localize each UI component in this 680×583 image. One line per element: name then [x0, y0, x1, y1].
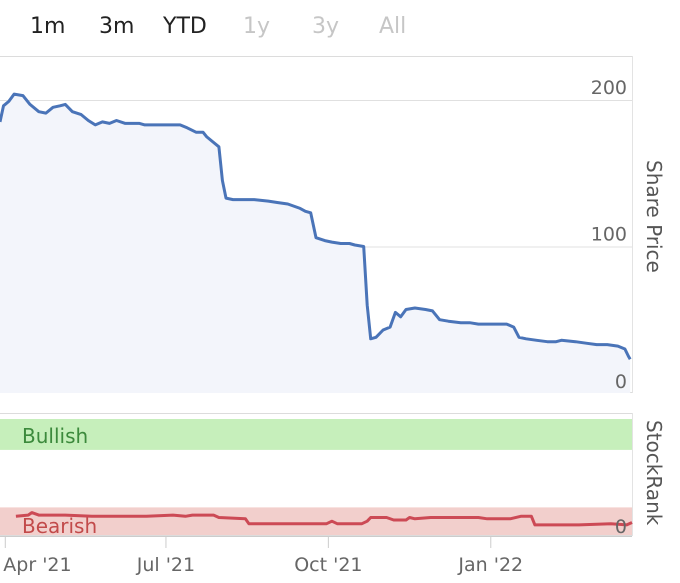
- bullish-band: [0, 419, 632, 450]
- price-area: [0, 94, 631, 393]
- price-y-tick-labels: 0 100 200: [591, 77, 627, 393]
- range-3m-button[interactable]: 3m: [99, 14, 135, 39]
- price-y-tick-label: 200: [591, 77, 627, 99]
- rank-y-tick-label: 0: [615, 516, 627, 538]
- x-tick-label: Jul '21: [136, 554, 195, 576]
- rank-axis-title: StockRank: [642, 420, 666, 526]
- x-tick-label: Jan '22: [457, 554, 523, 576]
- price-y-tick-label: 0: [615, 371, 627, 393]
- range-3y-button[interactable]: 3y: [312, 14, 340, 39]
- price-panel: 0 100 200 Share Price: [0, 56, 666, 393]
- price-line: [0, 92, 632, 361]
- bearish-band-label: Bearish: [22, 514, 97, 538]
- range-selector: 1m 3m YTD 1y 3y All: [0, 0, 440, 56]
- stockrank-line: [15, 511, 633, 527]
- price-axis-title: Share Price: [642, 160, 666, 273]
- x-tick-label: Oct '21: [294, 554, 362, 576]
- range-ytd-button[interactable]: YTD: [163, 14, 207, 39]
- x-axis: Apr '21 Jul '21 Oct '21 Jan '22: [0, 536, 632, 576]
- range-1y-button[interactable]: 1y: [243, 14, 271, 39]
- stockrank-panel: Bullish Bearish 0 StockRank: [0, 413, 666, 538]
- price-y-tick-label: 100: [591, 223, 627, 245]
- x-tick-label: Apr '21: [3, 554, 71, 576]
- range-all-button[interactable]: All: [379, 14, 407, 39]
- range-1m-button[interactable]: 1m: [30, 14, 66, 39]
- bullish-band-label: Bullish: [22, 424, 88, 448]
- rank-y-tick-labels: 0: [615, 516, 627, 538]
- bearish-band: [0, 507, 632, 536]
